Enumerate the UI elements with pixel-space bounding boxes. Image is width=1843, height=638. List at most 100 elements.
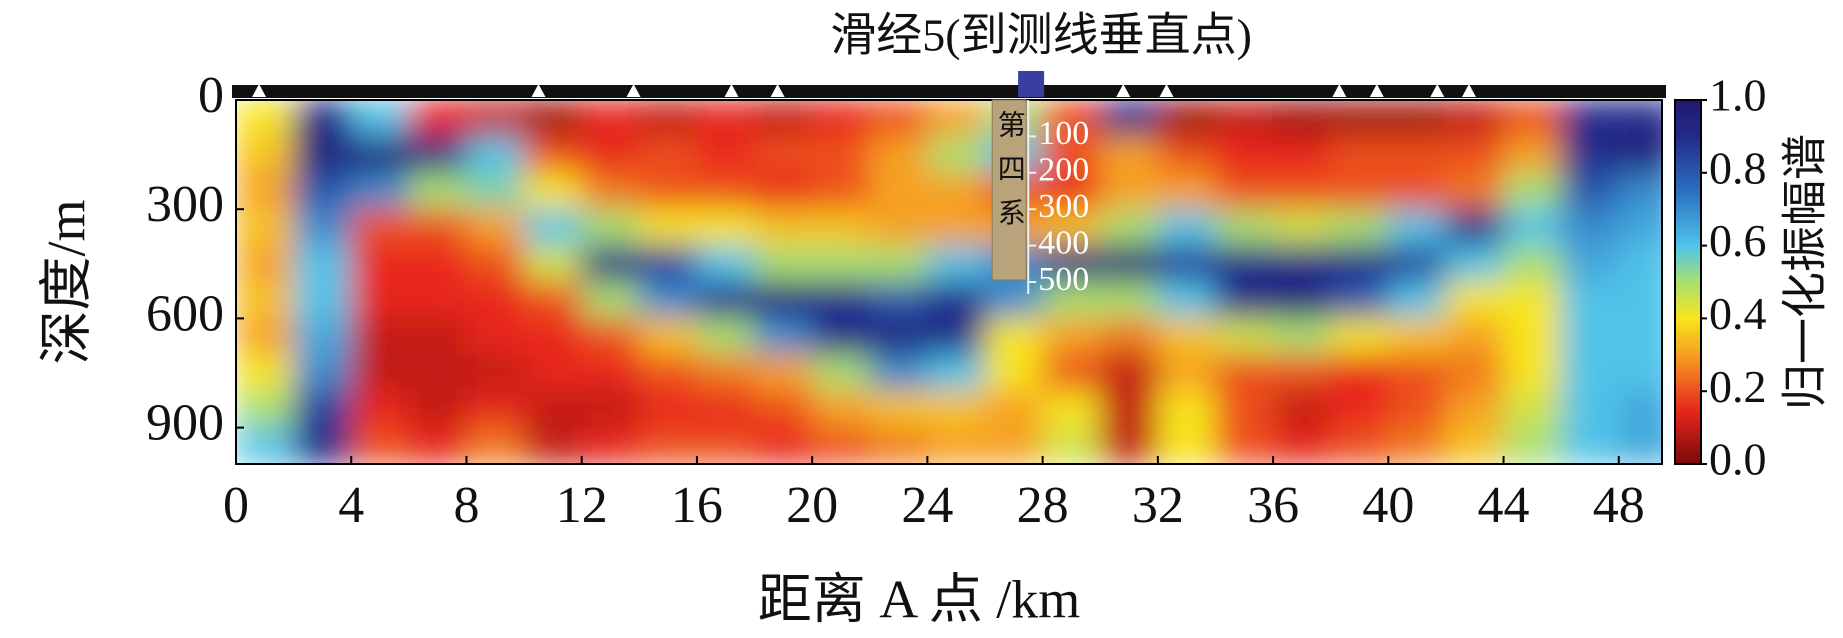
heatmap-cell (1330, 354, 1389, 392)
heatmap-cell (523, 427, 583, 464)
heatmap-cell (1445, 245, 1505, 283)
heatmap-cell (236, 172, 295, 210)
heatmap-cell (1272, 317, 1332, 356)
heatmap-cell (1445, 354, 1505, 392)
heatmap-cell (1099, 281, 1159, 319)
heatmap-cell (754, 390, 813, 429)
heatmap-cell (1042, 317, 1101, 356)
heatmap-cell (1330, 172, 1389, 210)
heatmap-cell (1445, 390, 1505, 429)
heatmap-cell (236, 354, 295, 392)
heatmap-cell (1503, 172, 1562, 210)
heatmap-cell (1503, 208, 1562, 247)
station (1369, 84, 1384, 97)
heatmap-cell (1214, 208, 1274, 247)
heatmap-cell (926, 390, 986, 429)
heatmap-cell (1042, 135, 1101, 174)
heatmap-cell (1042, 354, 1101, 392)
heatmap-cell (523, 100, 583, 137)
heatmap-cell (408, 172, 467, 210)
heatmap-cell (236, 427, 295, 464)
heatmap-cell (638, 135, 698, 174)
x-axis-label: 距离 A 点 /km (758, 569, 1081, 629)
heatmap-cell (638, 281, 698, 319)
x-tick-label: 28 (1017, 477, 1069, 534)
heatmap-cell (1503, 390, 1562, 429)
heatmap-cell (696, 135, 756, 174)
heatmap-cell (1618, 100, 1662, 137)
heatmap-cell (1330, 317, 1389, 356)
inset-tick-label: 300 (1038, 188, 1089, 225)
inset-tick-label: 200 (1038, 152, 1089, 189)
inset-tick-label: 400 (1038, 224, 1089, 261)
heatmap-cell (1387, 208, 1447, 247)
y-axis-label: 深度/m (36, 199, 96, 364)
heatmap-cell (1618, 172, 1662, 210)
heatmap-cell (984, 427, 1044, 464)
heatmap-cell (1618, 208, 1662, 247)
heatmap-cell (696, 172, 756, 210)
heatmap-cell (465, 135, 525, 174)
heatmap-cell (754, 135, 813, 174)
heatmap-cell (1099, 390, 1159, 429)
colorbar (1674, 99, 1702, 465)
heatmap-cell (811, 172, 871, 210)
heatmap-cell (350, 390, 410, 429)
heatmap-cell (1387, 390, 1447, 429)
heatmap-cell (926, 317, 986, 356)
y-tick-label: 300 (146, 176, 224, 233)
heatmap-cell (869, 135, 928, 174)
heatmap-cell (638, 208, 698, 247)
heatmap-cell (1214, 172, 1274, 210)
y-tick-label: 900 (146, 395, 224, 452)
y-tick-label: 0 (198, 67, 224, 124)
colorbar-tick-label: 0.6 (1709, 215, 1767, 266)
heatmap-cell (350, 354, 410, 392)
heatmap-cell (1214, 390, 1274, 429)
heatmap-cell (754, 354, 813, 392)
heatmap-cell (1387, 317, 1447, 356)
heatmap-cell (1099, 317, 1159, 356)
heatmap-cell (926, 172, 986, 210)
heatmap-cell (696, 281, 756, 319)
heatmap-cell (1560, 354, 1620, 392)
heatmap-cell (408, 100, 467, 137)
station (1159, 84, 1174, 97)
heatmap-cell (1387, 100, 1447, 137)
heatmap-cell (293, 281, 352, 319)
heatmap-cell (1445, 427, 1505, 464)
heatmap-cell (1618, 427, 1662, 464)
heatmap-cell (523, 281, 583, 319)
heatmap-cell (523, 354, 583, 392)
heatmap-cell (350, 172, 410, 210)
heatmap-cell (754, 281, 813, 319)
heatmap-cell (350, 427, 410, 464)
heatmap-cell (523, 245, 583, 283)
heatmap-cell (1503, 100, 1562, 137)
heatmap-cell (696, 390, 756, 429)
heatmap-cell (581, 245, 640, 283)
heatmap-cell (1214, 427, 1274, 464)
annotation-marker (1018, 71, 1045, 97)
heatmap-cell (696, 245, 756, 283)
heatmap-cell (811, 317, 871, 356)
heatmap-cell (1214, 100, 1274, 137)
x-tick-label: 40 (1362, 477, 1414, 534)
heatmap-cell (696, 100, 756, 137)
heatmap-cell (581, 354, 640, 392)
station (724, 84, 739, 97)
heatmap-cell (1618, 354, 1662, 392)
station (770, 84, 785, 97)
heatmap-cell (1157, 172, 1216, 210)
heatmap-cell (293, 135, 352, 174)
annotation-text: 滑经5(到测线垂直点) (830, 10, 1252, 61)
heatmap-cell (984, 354, 1044, 392)
heatmap-cell (1042, 427, 1101, 464)
heatmap-cell (1330, 427, 1389, 464)
x-tick-label: 4 (338, 477, 364, 534)
heatmap-cell (1560, 100, 1620, 137)
station (252, 84, 267, 97)
heatmap-cell (465, 172, 525, 210)
heatmap (236, 100, 1662, 464)
